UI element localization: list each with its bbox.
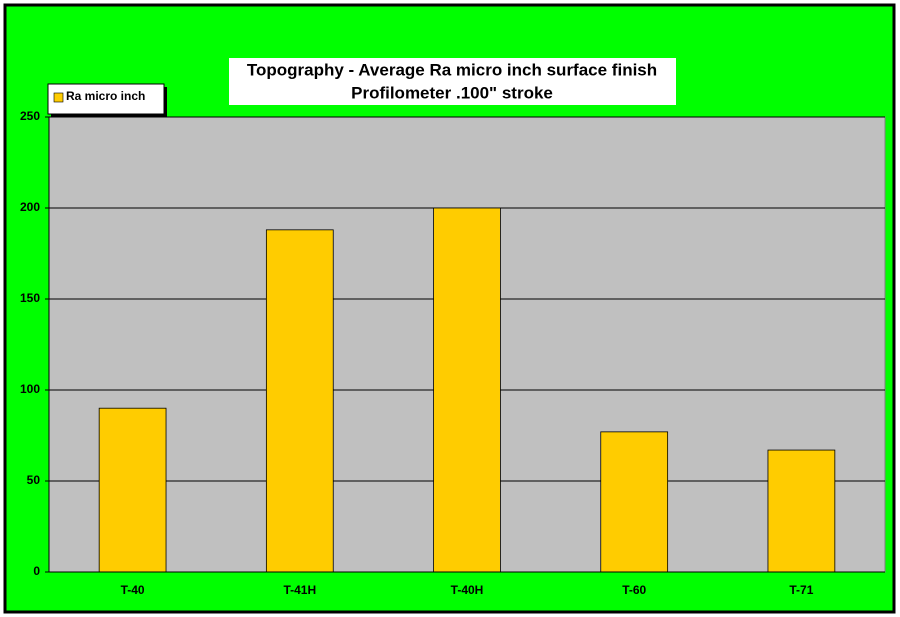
y-tick-label: 200 [20, 200, 40, 214]
y-tick-label: 0 [33, 564, 40, 578]
x-tick-label: T-41H [283, 583, 316, 597]
chart-title: Topography - Average Ra micro inch surfa… [247, 60, 657, 79]
bar [433, 207, 501, 573]
y-tick-label: 250 [20, 109, 40, 123]
legend-box [47, 83, 165, 115]
x-tick-label: T-40 [121, 583, 145, 597]
y-tick-label: 50 [27, 473, 41, 487]
y-tick-label: 150 [20, 291, 40, 305]
bar [98, 407, 167, 573]
bar [600, 431, 669, 573]
y-tick-label: 100 [20, 382, 40, 396]
title-box [229, 58, 676, 105]
chart-subtitle: Profilometer .100" stroke [351, 83, 553, 102]
x-tick-label: T-40H [451, 583, 484, 597]
x-tick-label: T-60 [622, 583, 646, 597]
bar [767, 449, 836, 573]
x-tick-label: T-71 [789, 583, 813, 597]
legend-swatch [53, 92, 64, 103]
bar [265, 229, 334, 573]
legend-label: Ra micro inch [66, 89, 145, 103]
